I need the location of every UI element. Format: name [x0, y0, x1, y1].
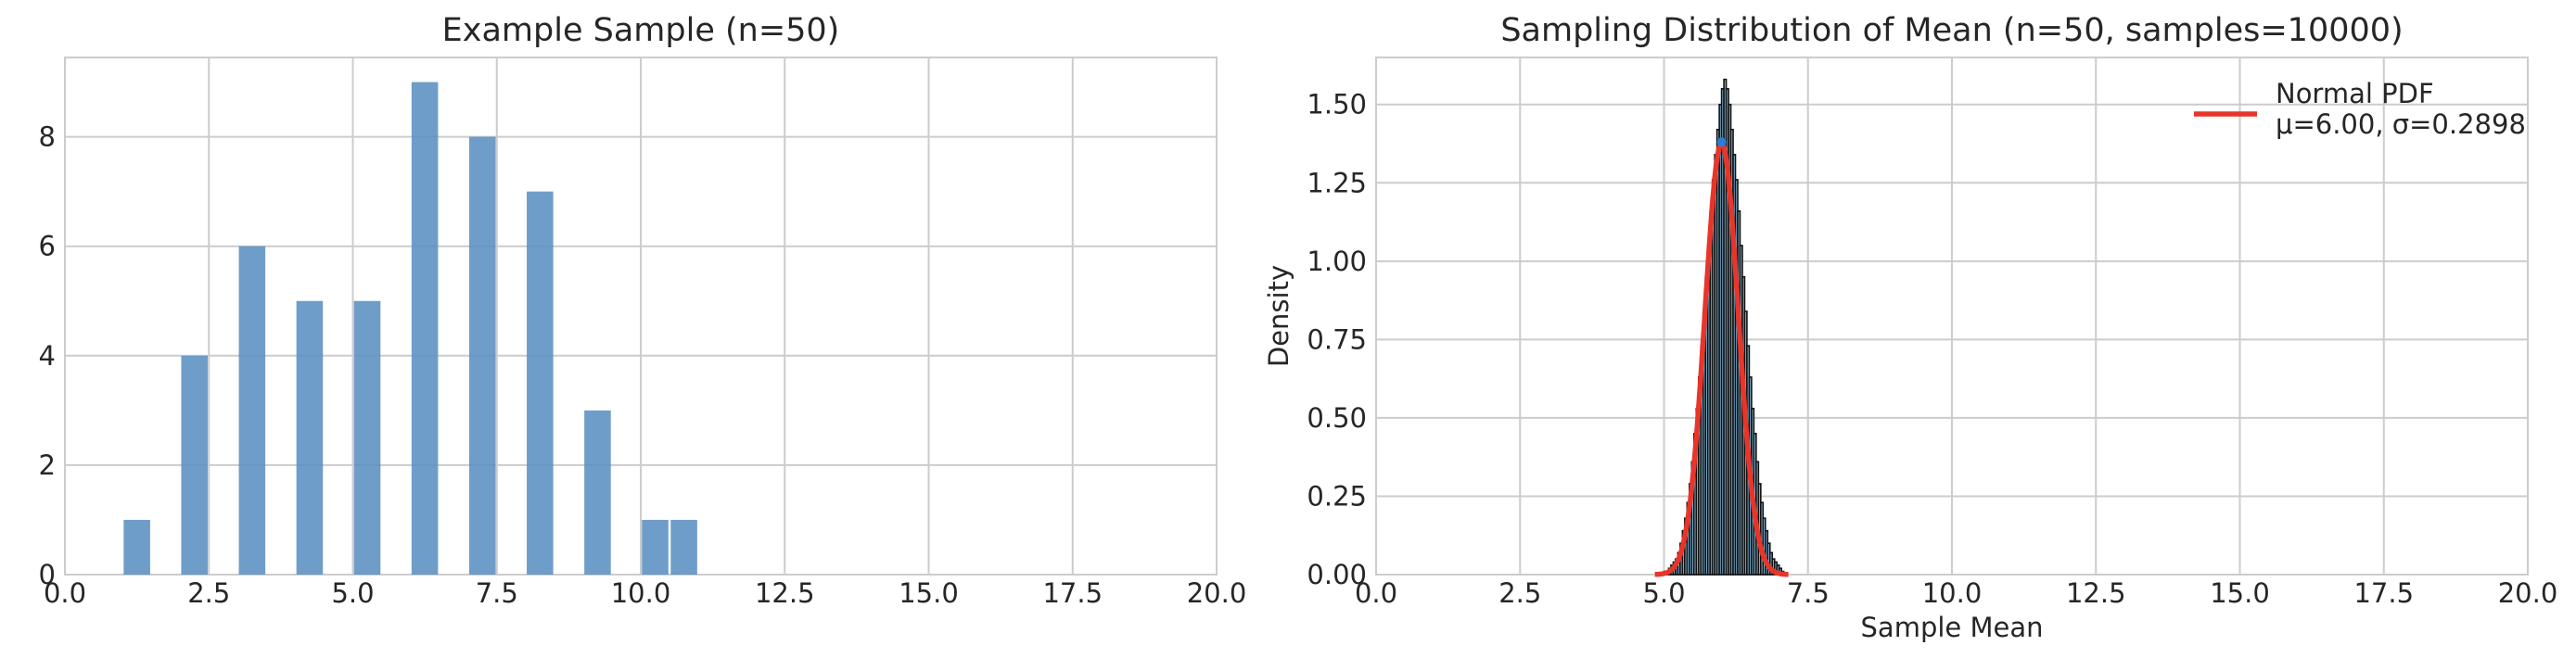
- x-tick-label: 12.5: [2066, 577, 2126, 609]
- histogram-bar: [584, 410, 611, 575]
- plot-frame: [64, 57, 1218, 576]
- histogram-bar: [411, 82, 439, 576]
- histogram-bar: [670, 519, 697, 575]
- histogram-bar: [468, 136, 496, 575]
- x-tick-label: 15.0: [899, 577, 959, 609]
- y-tick-label: 0: [39, 559, 56, 590]
- x-tick-label: 20.0: [2498, 577, 2558, 609]
- y-tick-label: 2: [39, 449, 56, 481]
- chart-title: Example Sample (n=50): [442, 12, 840, 49]
- histogram-bar: [123, 519, 150, 575]
- histogram-bar: [296, 300, 324, 575]
- mean-marker: [1716, 137, 1727, 147]
- y-tick-label: 0.50: [1307, 402, 1367, 434]
- histogram-bar: [642, 519, 669, 575]
- x-tick-label: 5.0: [1642, 577, 1685, 609]
- y-tick-label: 1.50: [1307, 89, 1367, 120]
- histogram-bar: [238, 246, 266, 575]
- y-tick-label: 1.00: [1307, 246, 1367, 277]
- x-tick-label: 10.0: [1922, 577, 1983, 609]
- histogram-bar: [527, 191, 554, 575]
- x-tick-label: 0.0: [1355, 577, 1397, 609]
- sampling-distribution-panel: 0.0 2.5 5.0 7.5 10.0 12.5 15.0 17.5 20.0 0.00 0.25…: [1263, 12, 2557, 643]
- y-tick-label: 8: [39, 121, 56, 153]
- x-tick-label: 5.0: [331, 577, 374, 609]
- x-tick-label: 2.5: [1498, 577, 1541, 609]
- y-tick-label: 4: [39, 340, 56, 372]
- x-tick-label: 12.5: [755, 577, 815, 609]
- legend-label: Normal PDF: [2276, 78, 2434, 109]
- chart-title: Sampling Distribution of Mean (n=50, sam…: [1500, 12, 2403, 49]
- x-tick-label: 0.0: [44, 577, 86, 609]
- histogram-bar: [181, 355, 209, 575]
- y-tick-label: 1.25: [1307, 167, 1367, 198]
- plot-frame: [1375, 57, 2529, 576]
- histogram-bar: [353, 300, 381, 575]
- sample-histogram-panel: 0.0 2.5 5.0 7.5 10.0 12.5 15.0 17.5 20.0 0 2 4 6 8 Exa…: [39, 12, 1247, 609]
- x-tick-label: 17.5: [2353, 577, 2414, 609]
- y-axis-label: Density: [1263, 265, 1294, 367]
- y-tick-label: 0.25: [1307, 480, 1367, 512]
- x-tick-label: 7.5: [476, 577, 518, 609]
- x-tick-label: 20.0: [1187, 577, 1247, 609]
- y-tick-label: 0.00: [1307, 559, 1367, 590]
- y-tick-label: 0.75: [1307, 323, 1367, 355]
- x-tick-label: 17.5: [1042, 577, 1103, 609]
- x-tick-label: 7.5: [1787, 577, 1830, 609]
- x-tick-label: 10.0: [611, 577, 671, 609]
- x-axis-label: Sample Mean: [1861, 612, 2044, 643]
- x-tick-label: 2.5: [187, 577, 230, 609]
- legend-label-stats: μ=6.00, σ=0.2898: [2276, 108, 2526, 140]
- y-tick-label: 6: [39, 231, 56, 262]
- x-tick-label: 15.0: [2210, 577, 2270, 609]
